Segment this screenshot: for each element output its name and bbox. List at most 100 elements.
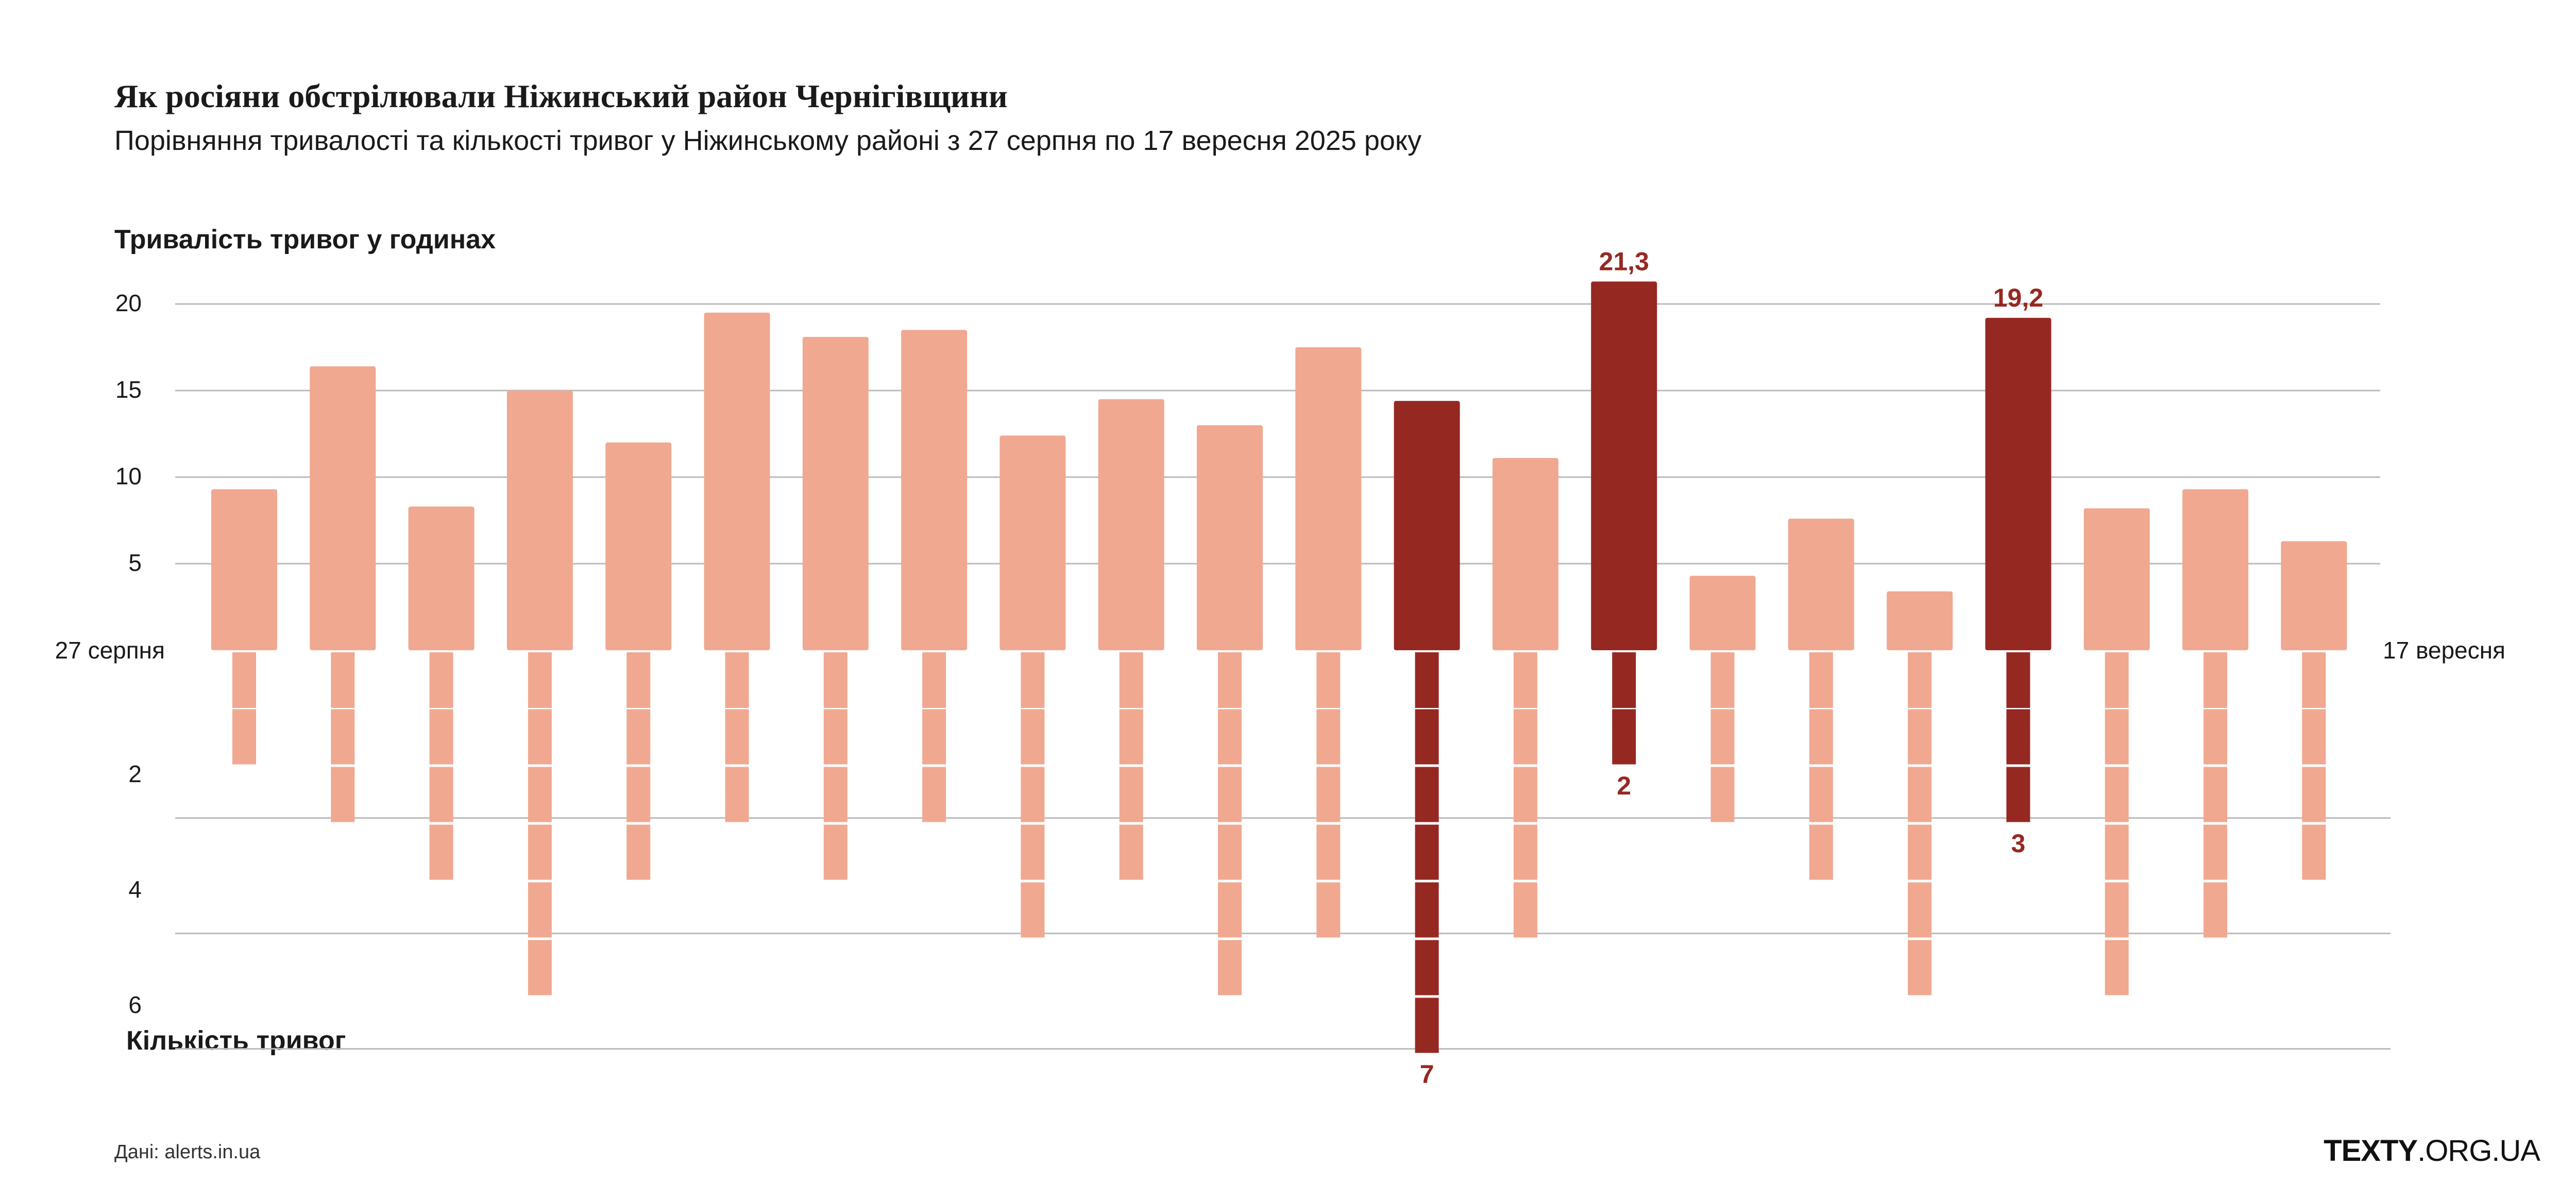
duration-bar	[1098, 399, 1164, 650]
duration-bar	[1492, 458, 1558, 650]
start-date-label: 27 серпня	[55, 637, 165, 664]
duration-bar	[211, 489, 277, 650]
duration-bar	[1689, 576, 1756, 650]
count-segment	[2105, 824, 2129, 880]
count-segment	[823, 652, 848, 708]
count-segment	[1908, 767, 1932, 822]
count-segment	[1218, 767, 1242, 822]
count-tick-label: 4	[128, 876, 142, 903]
end-date-label: 17 вересня	[2383, 637, 2505, 664]
count-segment	[823, 767, 848, 822]
duration-tick-label: 5	[128, 549, 142, 576]
count-tick-label: 2	[128, 760, 142, 787]
count-segment	[1415, 940, 1439, 995]
duration-bar	[802, 336, 869, 650]
count-segment	[331, 709, 355, 765]
count-segment	[232, 709, 256, 765]
count-segment	[1316, 709, 1341, 765]
count-segment	[1021, 709, 1045, 765]
count-segment	[1513, 882, 1537, 938]
count-segment	[823, 709, 848, 765]
brand-logo: TEXTY.ORG.UA	[2324, 1134, 2540, 1168]
count-segment	[2204, 882, 2227, 938]
count-segment	[429, 652, 453, 708]
chart-subtitle: Порівняння тривалості та кількості триво…	[114, 125, 1422, 156]
duration-bar	[1788, 518, 1854, 650]
count-segment	[528, 709, 552, 765]
count-segment	[331, 767, 355, 822]
count-segment	[626, 767, 651, 822]
count-segment	[922, 709, 946, 765]
count-segment	[1119, 709, 1143, 765]
count-segment	[1809, 709, 1833, 765]
count-segment	[528, 882, 552, 938]
count-segment	[725, 652, 749, 708]
count-segment	[1119, 767, 1143, 822]
count-segment	[626, 824, 651, 880]
count-segment	[1415, 652, 1439, 708]
duration-bar	[506, 391, 573, 650]
duration-bar	[605, 442, 672, 650]
duration-tick-label: 15	[115, 376, 142, 403]
count-segment	[2105, 767, 2129, 822]
duration-bar	[704, 312, 770, 650]
duration-bar	[1985, 317, 2052, 650]
duration-value-label: 19,2	[1993, 283, 2043, 312]
count-segment	[2204, 824, 2227, 880]
count-segment	[922, 767, 946, 822]
count-segment	[1218, 709, 1242, 765]
count-segment	[1218, 824, 1242, 880]
count-segment	[528, 824, 552, 880]
count-segment	[1513, 652, 1537, 708]
count-segment	[1908, 652, 1932, 708]
count-segment	[1119, 824, 1143, 880]
count-segment	[528, 767, 552, 822]
count-segment	[2105, 882, 2129, 938]
count-segment	[528, 940, 552, 995]
duration-axis-title: Тривалість тривог у годинах	[114, 225, 496, 255]
count-tick-label: 6	[128, 991, 142, 1018]
duration-bar	[2182, 489, 2248, 650]
count-segment	[1119, 652, 1143, 708]
count-segment	[1710, 709, 1735, 765]
chart-title: Як росіяни обстрілювали Ніжинський район…	[114, 78, 1008, 114]
count-segment	[1612, 652, 1636, 708]
duration-bar	[901, 330, 968, 650]
duration-bar	[408, 506, 474, 650]
count-segment	[1513, 709, 1537, 765]
count-value-label: 3	[2011, 829, 2025, 858]
duration-tick-label: 20	[115, 290, 142, 316]
count-segment	[1908, 882, 1932, 938]
duration-bar	[1295, 347, 1362, 650]
count-segment	[626, 652, 651, 708]
count-segment	[232, 652, 256, 708]
duration-value-label: 21,3	[1599, 247, 1649, 276]
count-segment	[1415, 882, 1439, 938]
count-segment	[1415, 767, 1439, 822]
count-segment	[331, 652, 355, 708]
count-segment	[1809, 652, 1833, 708]
count-segment	[429, 767, 453, 822]
count-segment	[1809, 824, 1833, 880]
count-segment	[725, 709, 749, 765]
count-segment	[1908, 824, 1932, 880]
count-segment	[2204, 709, 2227, 765]
count-segment	[1415, 998, 1439, 1053]
brand-rest: .ORG.UA	[2417, 1134, 2540, 1168]
count-segment	[1021, 882, 1045, 938]
duration-bar	[2281, 541, 2347, 650]
count-segment	[2105, 940, 2129, 995]
duration-bar	[2083, 508, 2150, 650]
count-segment	[2302, 824, 2326, 880]
count-segment	[1908, 940, 1932, 995]
count-segment	[2006, 767, 2030, 822]
count-segment	[1021, 824, 1045, 880]
count-segment	[1316, 652, 1341, 708]
duration-bar	[999, 435, 1066, 650]
count-value-label: 7	[1420, 1060, 1434, 1089]
duration-tick-label: 10	[115, 463, 142, 489]
count-segment	[1513, 824, 1537, 880]
count-segment	[1415, 824, 1439, 880]
count-segment	[1809, 767, 1833, 822]
